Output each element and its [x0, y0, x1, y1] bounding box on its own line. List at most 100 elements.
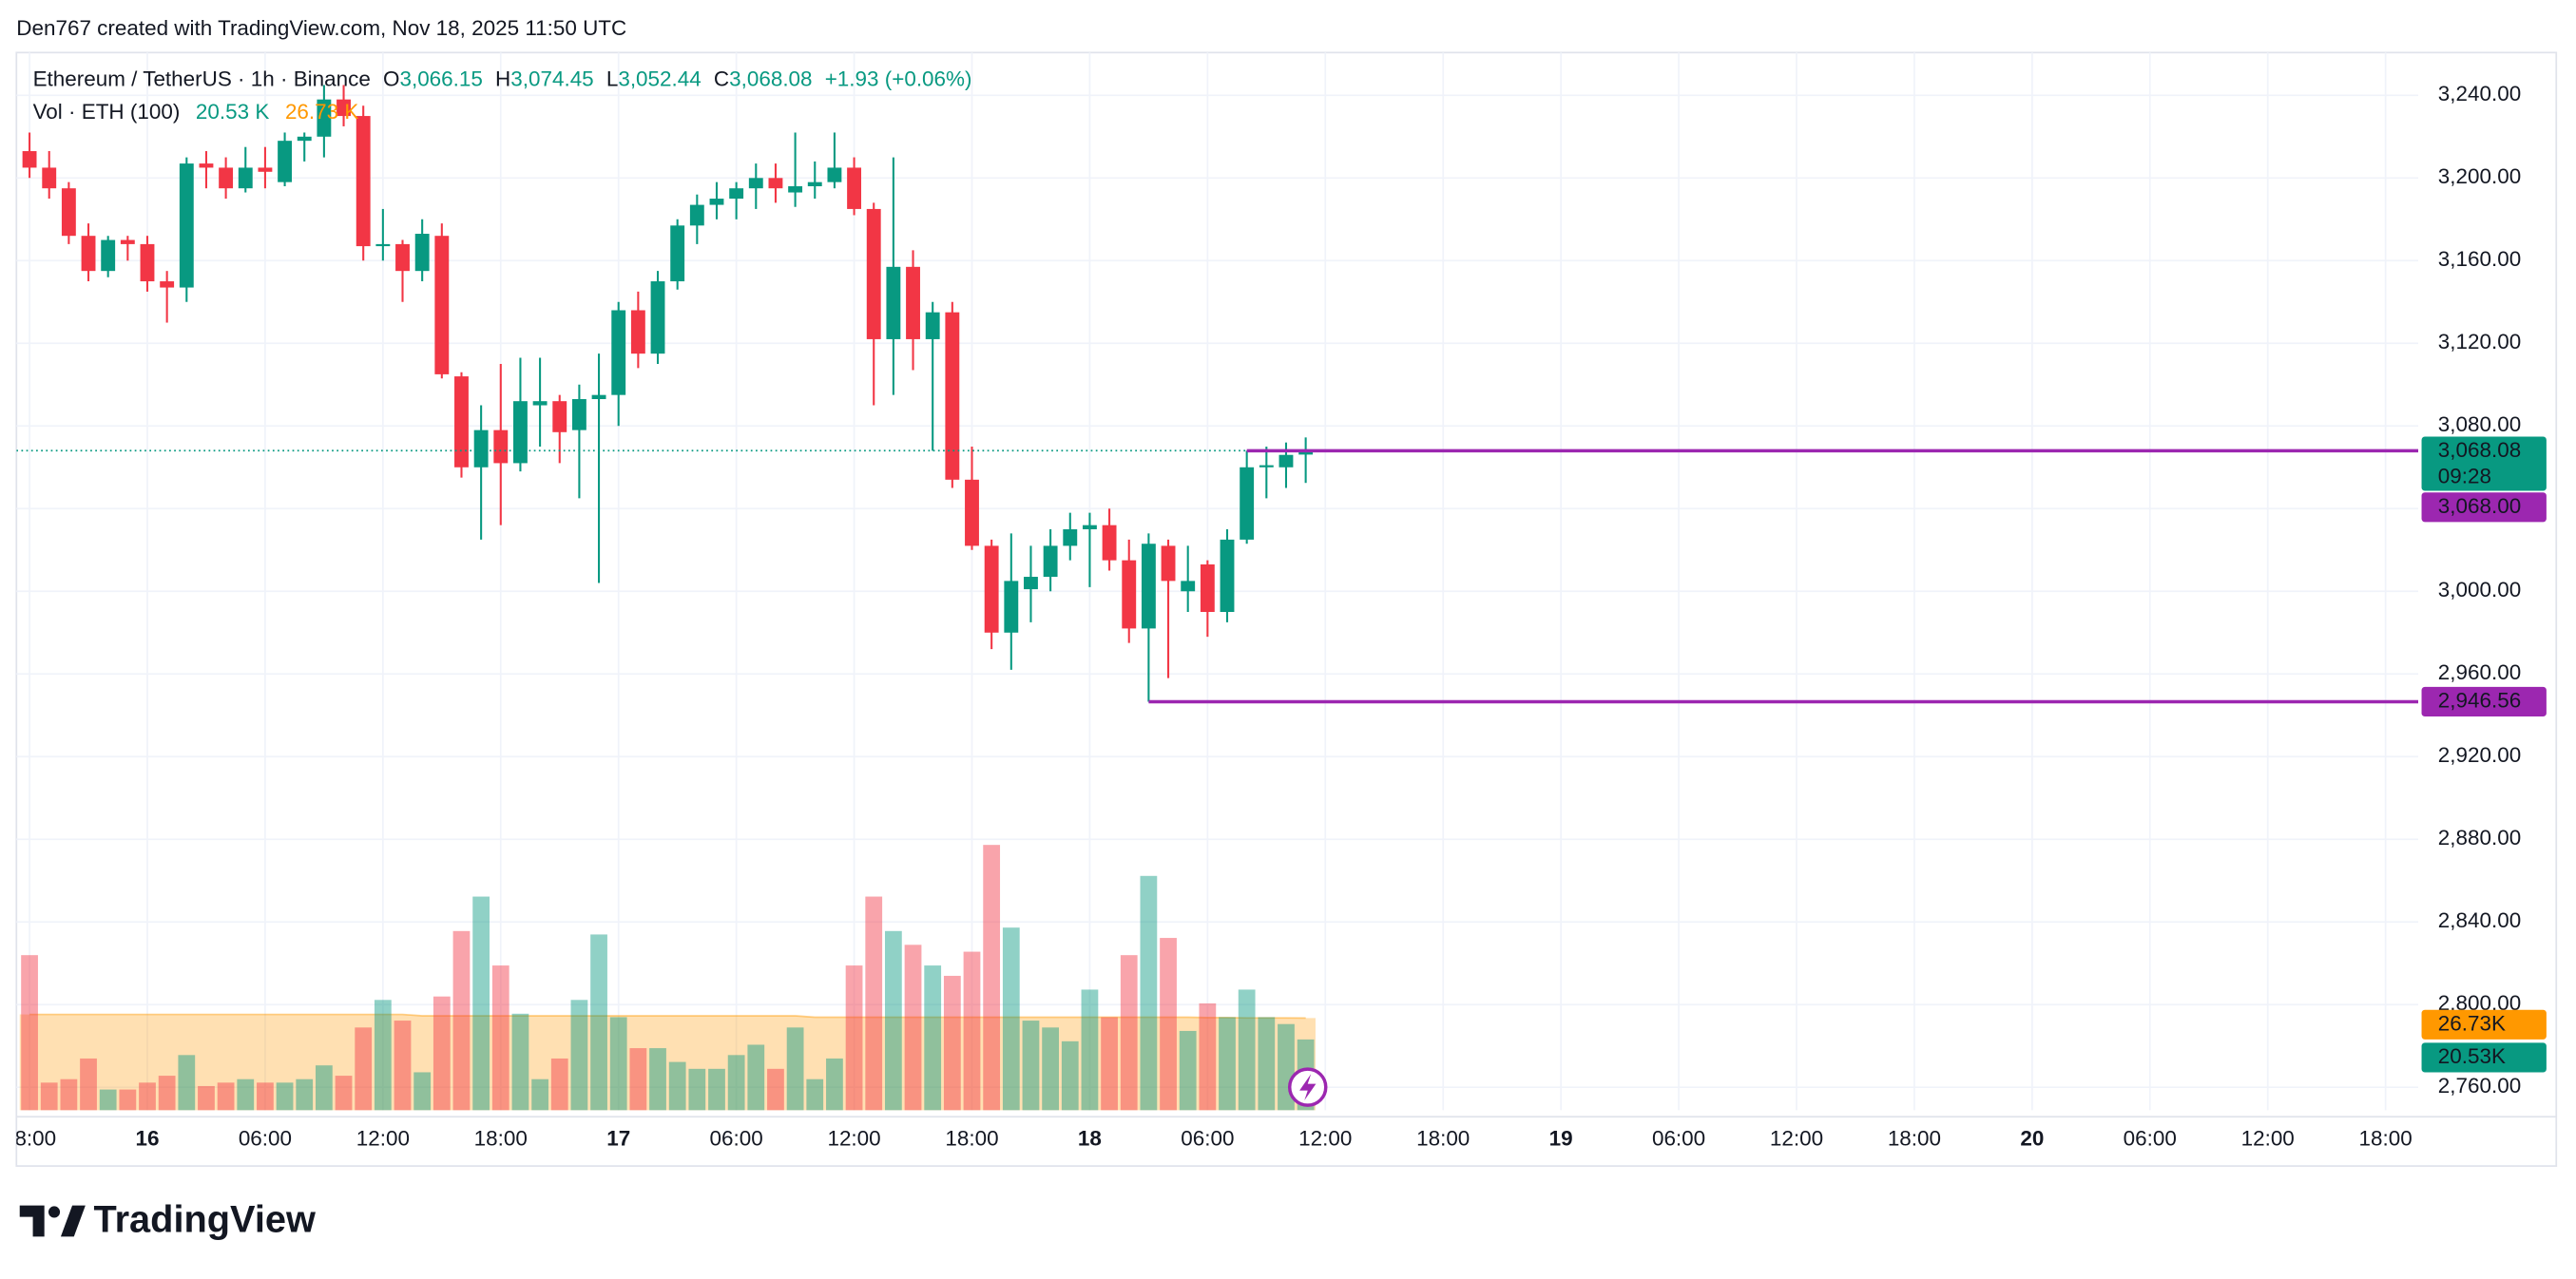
candle-body — [1161, 545, 1176, 582]
volume-bar — [491, 965, 509, 1111]
y-tick-label: 2,960.00 — [2438, 660, 2521, 684]
x-tick-label: 16 — [136, 1126, 160, 1150]
volume-bar — [178, 1055, 196, 1111]
volume-bar — [629, 1048, 647, 1111]
volume-ma-line — [29, 1013, 1306, 1020]
badge-text: 09:28 — [2438, 465, 2491, 488]
badge-text: 20.53K — [2438, 1044, 2506, 1068]
y-tick-label: 3,160.00 — [2438, 247, 2521, 271]
volume-bar — [649, 1048, 666, 1111]
x-tick-label: 19 — [1549, 1126, 1573, 1150]
x-tick-label: 18:00 — [3, 1126, 56, 1150]
candle-body — [1141, 544, 1156, 629]
volume-bar — [609, 1017, 627, 1111]
candle-body — [493, 430, 509, 464]
candle-body — [336, 99, 351, 117]
candle-body — [571, 399, 586, 430]
candle-body — [650, 281, 665, 354]
candle-body — [827, 167, 842, 182]
candle-body — [748, 178, 763, 189]
volume-bar — [1238, 989, 1256, 1111]
credit: Den767 created with TradingView.com, Nov… — [16, 16, 626, 40]
candle-body — [1278, 454, 1294, 468]
x-tick-label: 06:00 — [1181, 1126, 1234, 1150]
candle-body — [906, 266, 920, 339]
candle-body — [278, 141, 293, 182]
volume-bar — [1219, 1017, 1236, 1111]
candle-body — [1259, 465, 1274, 468]
x-tick-label: 20 — [2020, 1126, 2044, 1150]
x-tick-label: 12:00 — [356, 1126, 410, 1150]
c-value: 3,068.08 — [729, 67, 812, 91]
x-tick-label: 06:00 — [239, 1126, 292, 1150]
candle-body — [199, 163, 214, 168]
volume-legend: Vol · ETH (100) 20.53 K 26.73 K — [33, 100, 359, 124]
volume-bar — [983, 845, 1001, 1111]
candle-body — [1082, 525, 1097, 530]
x-tick-label: 06:00 — [1652, 1126, 1705, 1150]
candle-body — [317, 99, 332, 137]
x-tick-label: 18 — [1078, 1126, 1102, 1150]
l-key: L — [606, 67, 619, 91]
candle-body — [768, 178, 783, 189]
logo: TradingView — [19, 1198, 316, 1240]
alert-icon — [1288, 1067, 1328, 1107]
y-tick-label: 2,840.00 — [2438, 908, 2521, 932]
x-axis: 18:00 16 06:00 12:00 18:00 17 06:00 12:00 18:00 1… — [3, 1126, 2412, 1150]
volume-bar — [316, 1065, 333, 1111]
volume-bar — [1022, 1021, 1040, 1111]
volume-bar — [80, 1058, 97, 1111]
volume-bar — [1042, 1027, 1059, 1111]
candle-body — [356, 116, 371, 247]
volume-bar — [452, 930, 471, 1111]
volume-bar — [668, 1061, 686, 1111]
volume-bar — [21, 955, 38, 1111]
candle-body — [513, 401, 528, 464]
candle-body — [788, 186, 803, 193]
x-tick-label: 12:00 — [2241, 1126, 2295, 1150]
volume-bar — [335, 1076, 353, 1111]
candle-body — [101, 239, 116, 272]
candle-body — [1024, 577, 1038, 590]
candle-body — [179, 163, 194, 288]
volume-name: Vol · ETH (100) — [33, 100, 181, 124]
volume-bar — [884, 930, 902, 1111]
volume-bar — [1061, 1040, 1079, 1111]
candle-body — [120, 239, 135, 244]
candle-body — [1240, 467, 1255, 540]
volume-bar — [550, 1058, 568, 1111]
volume-bar — [119, 1089, 137, 1111]
volume-bar — [747, 1044, 765, 1111]
candle-body — [42, 167, 57, 189]
price-badge — [2421, 1009, 2547, 1040]
badge-text: 2,946.56 — [2438, 688, 2521, 712]
price-pane — [16, 85, 2419, 704]
l-value: 3,052.44 — [618, 67, 701, 91]
volume-bar — [1120, 955, 1138, 1111]
candle-body — [238, 167, 253, 189]
x-tick-label: 18:00 — [945, 1126, 998, 1150]
volume-bar — [1258, 1017, 1276, 1111]
volume-bar — [590, 934, 607, 1111]
c-key: C — [714, 67, 729, 91]
volume-bar — [139, 1082, 156, 1111]
volume-bar — [786, 1027, 804, 1111]
y-tick-label: 3,080.00 — [2438, 412, 2521, 436]
candle-body — [258, 167, 273, 172]
volume-bar — [1140, 875, 1158, 1111]
x-tick-label: 12:00 — [1770, 1126, 1823, 1150]
volume-bar — [60, 1079, 78, 1111]
x-tick-label: 12:00 — [827, 1126, 880, 1150]
volume-bar — [904, 945, 922, 1111]
symbol: Ethereum / TetherUS · 1h · Binance — [33, 67, 371, 91]
volume-bar — [865, 896, 883, 1111]
volume-bar — [570, 1000, 588, 1111]
candle-body — [591, 394, 606, 400]
volume-bar — [40, 1082, 58, 1111]
volume-bar — [708, 1068, 725, 1111]
volume-bar — [963, 951, 981, 1111]
x-tick-label: 06:00 — [710, 1126, 763, 1150]
candle-body — [847, 167, 862, 209]
candle-body — [1200, 563, 1215, 613]
